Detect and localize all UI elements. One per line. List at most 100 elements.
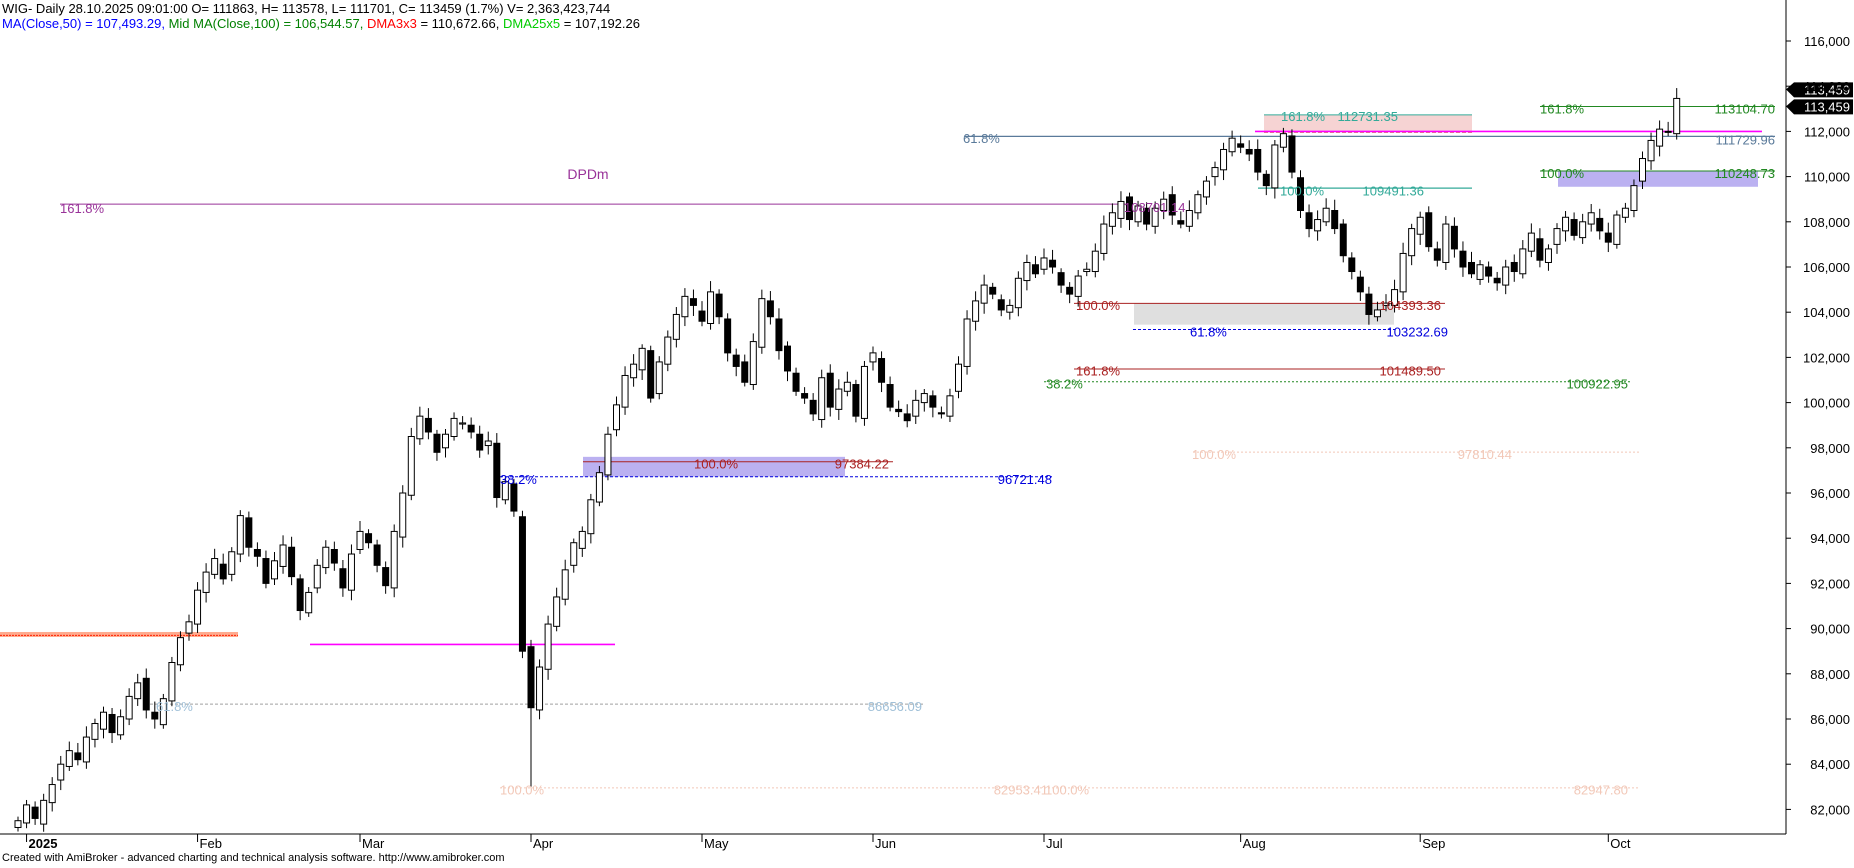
candle xyxy=(1297,177,1304,211)
candle xyxy=(1074,275,1082,297)
y-tick-label: 116,000 xyxy=(1804,34,1850,49)
candle xyxy=(1143,207,1151,225)
fib-label: 100922.95 xyxy=(1567,377,1628,392)
candle xyxy=(595,472,603,503)
candle xyxy=(1510,261,1518,273)
candle xyxy=(912,399,920,417)
candle xyxy=(23,804,31,824)
candle xyxy=(843,381,851,392)
candle xyxy=(1031,264,1039,275)
fib-label: 100.0% xyxy=(1045,782,1090,797)
candle xyxy=(1425,212,1433,248)
candle xyxy=(1314,219,1322,232)
candle xyxy=(1194,194,1202,214)
candle xyxy=(1382,302,1390,306)
x-tick-label: Feb xyxy=(200,836,222,851)
candle xyxy=(630,363,638,379)
y-tick-label: 108,000 xyxy=(1803,215,1850,230)
candle xyxy=(433,433,441,453)
candle xyxy=(980,284,988,304)
candle xyxy=(792,372,800,392)
candle xyxy=(852,384,860,417)
fib-label: 111729.96 xyxy=(1715,132,1775,147)
candle xyxy=(920,393,928,404)
candle xyxy=(570,542,578,566)
candle xyxy=(1527,232,1535,252)
candle xyxy=(14,820,22,828)
candle xyxy=(296,578,304,612)
candle xyxy=(1519,248,1527,275)
fib-label: 96721.48 xyxy=(998,472,1052,487)
candle xyxy=(937,412,945,415)
candle xyxy=(407,436,415,496)
candle xyxy=(1399,252,1407,293)
candle xyxy=(1639,158,1646,182)
candle xyxy=(356,530,364,550)
candle xyxy=(1502,266,1510,286)
candle xyxy=(279,544,287,567)
candle xyxy=(442,433,449,449)
candle xyxy=(424,417,432,433)
fib-label: 100.0% xyxy=(694,457,739,472)
indicator-legend: MA(Close,50) = 107,493.29, Mid MA(Close,… xyxy=(2,16,640,31)
candle xyxy=(176,637,184,666)
candle xyxy=(125,695,133,720)
candle xyxy=(1245,148,1253,155)
fib-label: 103232.69 xyxy=(1387,324,1448,339)
candle xyxy=(655,361,663,395)
candle xyxy=(1066,286,1074,295)
fib-label: 61.8% xyxy=(963,131,1000,146)
candle xyxy=(1356,276,1364,293)
fib-label: 82953.41 xyxy=(994,782,1048,797)
fib-label: 161.8% xyxy=(1540,101,1585,116)
candle xyxy=(1408,228,1416,257)
y-tick-label: 110,000 xyxy=(1804,170,1850,185)
candle xyxy=(544,623,552,670)
candle xyxy=(749,341,757,386)
fib-label: 61.8% xyxy=(1190,324,1227,339)
y-tick-label: 90,000 xyxy=(1810,622,1850,637)
candle xyxy=(1134,205,1142,223)
candle xyxy=(997,299,1005,311)
candle xyxy=(929,395,937,408)
fib-label: 100.0% xyxy=(1540,166,1585,181)
dma3-legend: DMA3x3 xyxy=(366,16,417,31)
candle xyxy=(1057,272,1065,286)
candle xyxy=(142,677,150,711)
candle xyxy=(1100,223,1108,254)
candle xyxy=(553,596,561,627)
candle xyxy=(561,569,569,600)
candle xyxy=(741,361,749,383)
candle xyxy=(1613,214,1621,245)
candle xyxy=(65,750,73,767)
candle xyxy=(1459,250,1467,268)
candle xyxy=(963,318,971,367)
fib-label: 101489.50 xyxy=(1380,363,1441,378)
candle xyxy=(1331,210,1339,230)
candle xyxy=(1365,293,1373,315)
candle xyxy=(82,736,90,763)
candle xyxy=(621,374,629,408)
candle xyxy=(493,442,501,499)
candle xyxy=(1416,216,1424,235)
last-price-label: 113,459 xyxy=(1804,82,1850,97)
candle xyxy=(245,517,253,548)
candle xyxy=(510,483,518,512)
candle xyxy=(647,350,655,399)
candle xyxy=(1596,217,1604,232)
candle xyxy=(826,372,834,408)
last-price-label: 113,459 xyxy=(1804,99,1850,114)
candle xyxy=(698,310,706,322)
candle xyxy=(1091,250,1099,273)
chart-title: WIG- Daily 28.10.2025 09:01:00 O= 111863… xyxy=(2,1,611,16)
fib-label: 104393.36 xyxy=(1380,298,1441,313)
y-tick-label: 82,000 xyxy=(1810,802,1850,817)
zone-pink xyxy=(1264,114,1472,132)
dma3-value: = 110,672.66, xyxy=(420,16,500,31)
zone-red-left xyxy=(0,631,238,637)
y-tick-label: 102,000 xyxy=(1803,350,1850,365)
candle xyxy=(1664,130,1672,133)
fib-label: 161.8% xyxy=(60,201,105,216)
candle xyxy=(450,417,458,438)
